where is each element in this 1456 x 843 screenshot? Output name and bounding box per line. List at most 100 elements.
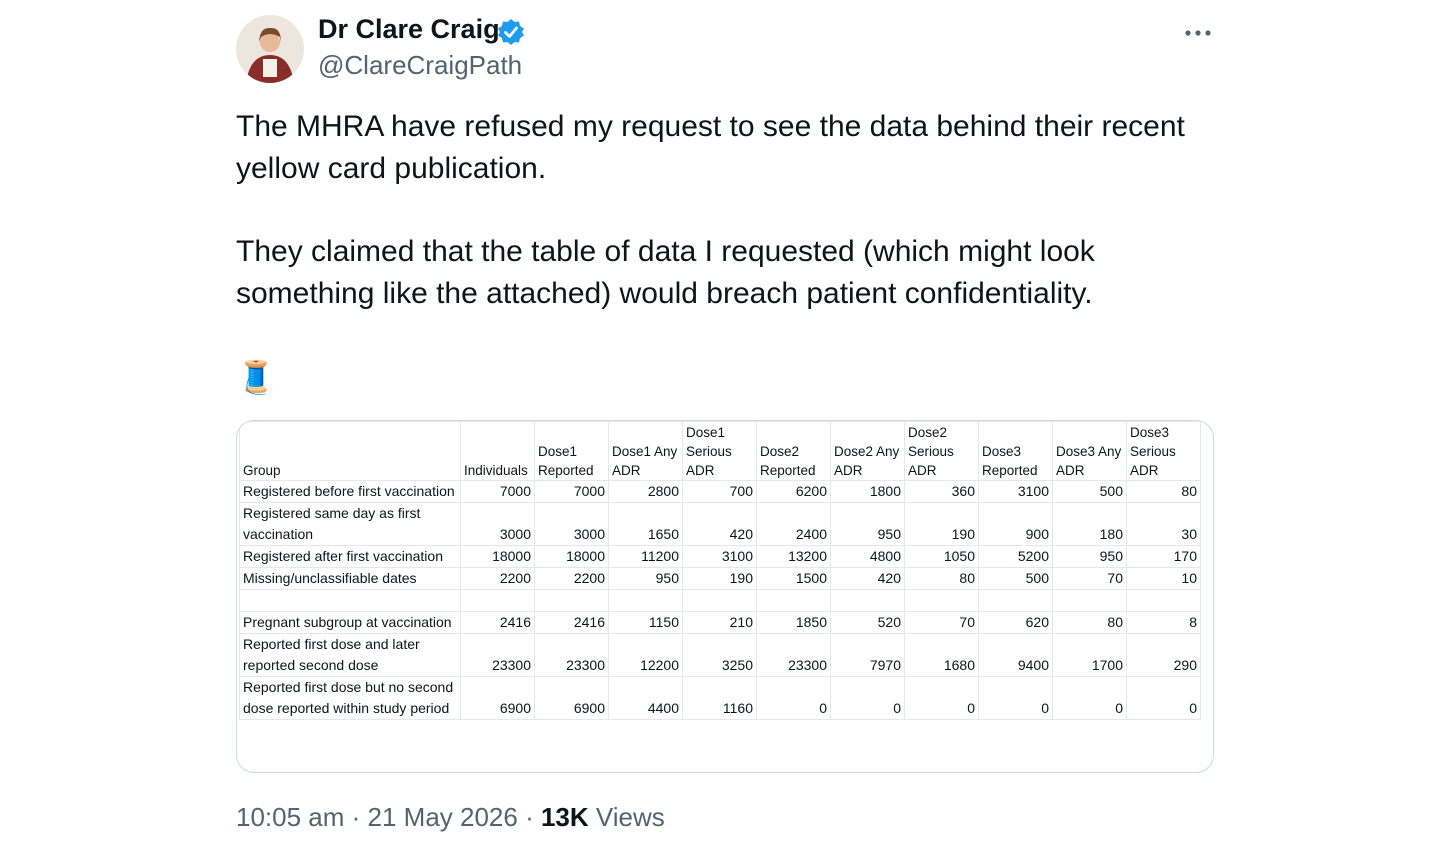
more-button[interactable] [1184, 26, 1214, 40]
value-cell: 23300 [534, 633, 609, 677]
group-cell: Missing/unclassifiable dates [239, 567, 461, 590]
empty-cell [904, 589, 979, 612]
value-cell: 6200 [756, 480, 831, 503]
empty-cell [830, 589, 905, 612]
header-cell: Dose3 Reported [978, 421, 1053, 481]
empty-cell [1126, 589, 1201, 612]
table-row: Registered before first vaccination 7000 7… [239, 480, 1201, 503]
value-cell: 6900 [534, 676, 609, 720]
header-cell: Dose1 Any ADR [608, 421, 683, 481]
empty-cell [460, 589, 535, 612]
value-cell: 3000 [460, 502, 535, 546]
value-cell: 7970 [830, 633, 905, 677]
avatar[interactable] [236, 15, 304, 83]
table-row: Registered same day as first vaccination… [239, 502, 1201, 546]
value-cell: 170 [1126, 545, 1201, 568]
header-cell: Dose2 Serious ADR [904, 421, 979, 481]
header-row: Group Individuals Dose1 Reported Dose1 Any … [239, 421, 1201, 481]
group-cell: Registered same day as first vaccination [239, 502, 461, 546]
author-name[interactable]: Dr Clare Craig [318, 14, 500, 44]
value-cell: 30 [1126, 502, 1201, 546]
value-cell: 5200 [978, 545, 1053, 568]
value-cell: 80 [1126, 480, 1201, 503]
views-label: Views [595, 802, 665, 832]
value-cell: 10 [1126, 567, 1201, 590]
value-cell: 190 [682, 567, 757, 590]
table-row: Reported first dose and later reported s… [239, 633, 1201, 677]
value-cell: 520 [830, 611, 905, 634]
attached-image[interactable]: Group Individuals Dose1 Reported Dose1 Any … [236, 420, 1214, 773]
tweet-text: The MHRA have refused my request to see … [236, 106, 1226, 439]
value-cell: 1500 [756, 567, 831, 590]
group-cell: Registered after first vaccination [239, 545, 461, 568]
header-cell: Dose2 Reported [756, 421, 831, 481]
header-cell: Dose1 Reported [534, 421, 609, 481]
value-cell: 1680 [904, 633, 979, 677]
value-cell: 9400 [978, 633, 1053, 677]
value-cell: 1800 [830, 480, 905, 503]
empty-cell [534, 589, 609, 612]
value-cell: 23300 [460, 633, 535, 677]
value-cell: 900 [978, 502, 1053, 546]
spacer-row [239, 589, 1201, 612]
value-cell: 11200 [608, 545, 683, 568]
value-cell: 7000 [534, 480, 609, 503]
date[interactable]: 21 May 2026 [367, 802, 518, 832]
group-cell: Registered before first vaccination [239, 480, 461, 503]
paragraph: 🧵 [236, 359, 276, 395]
table-row: Registered after first vaccination 18000 1… [239, 545, 1201, 568]
value-cell: 2200 [534, 567, 609, 590]
empty-cell [239, 589, 461, 612]
value-cell: 0 [1052, 676, 1127, 720]
value-cell: 190 [904, 502, 979, 546]
author-handle[interactable]: @ClareCraigPath [318, 50, 523, 80]
value-cell: 18000 [534, 545, 609, 568]
value-cell: 950 [1052, 545, 1127, 568]
value-cell: 3000 [534, 502, 609, 546]
value-cell: 950 [830, 502, 905, 546]
value-cell: 2400 [756, 502, 831, 546]
value-cell: 360 [904, 480, 979, 503]
header-cell: Dose3 Serious ADR [1126, 421, 1201, 481]
value-cell: 0 [756, 676, 831, 720]
value-cell: 2200 [460, 567, 535, 590]
value-cell: 7000 [460, 480, 535, 503]
value-cell: 6900 [460, 676, 535, 720]
value-cell: 500 [978, 567, 1053, 590]
value-cell: 80 [1052, 611, 1127, 634]
value-cell: 1150 [608, 611, 683, 634]
value-cell: 700 [682, 480, 757, 503]
table-row: Reported first dose but no second dose r… [239, 676, 1201, 720]
data-table: Group Individuals Dose1 Reported Dose1 Any … [239, 421, 1201, 720]
empty-cell [756, 589, 831, 612]
value-cell: 2416 [534, 611, 609, 634]
header-cell: Group [239, 421, 461, 481]
value-cell: 1650 [608, 502, 683, 546]
value-cell: 2800 [608, 480, 683, 503]
header-cell: Dose1 Serious ADR [682, 421, 757, 481]
value-cell: 0 [978, 676, 1053, 720]
value-cell: 290 [1126, 633, 1201, 677]
value-cell: 13200 [756, 545, 831, 568]
time[interactable]: 10:05 am [236, 802, 345, 832]
value-cell: 420 [682, 502, 757, 546]
tweet-meta: 10:05 am · 21 May 2026 · 13K Views [236, 802, 665, 832]
empty-cell [978, 589, 1053, 612]
value-cell: 3100 [978, 480, 1053, 503]
value-cell: 500 [1052, 480, 1127, 503]
value-cell: 1850 [756, 611, 831, 634]
value-cell: 12200 [608, 633, 683, 677]
value-cell: 3100 [682, 545, 757, 568]
value-cell: 23300 [756, 633, 831, 677]
value-cell: 2416 [460, 611, 535, 634]
value-cell: 3250 [682, 633, 757, 677]
empty-cell [608, 589, 683, 612]
group-cell: Reported first dose and later reported s… [239, 633, 461, 677]
value-cell: 950 [608, 567, 683, 590]
paragraph: The MHRA have refused my request to see … [236, 110, 1185, 185]
value-cell: 1160 [682, 676, 757, 720]
value-cell: 0 [1126, 676, 1201, 720]
paragraph: They claimed that the table of data I re… [236, 235, 1095, 310]
header-cell: Dose3 Any ADR [1052, 421, 1127, 481]
value-cell: 4400 [608, 676, 683, 720]
